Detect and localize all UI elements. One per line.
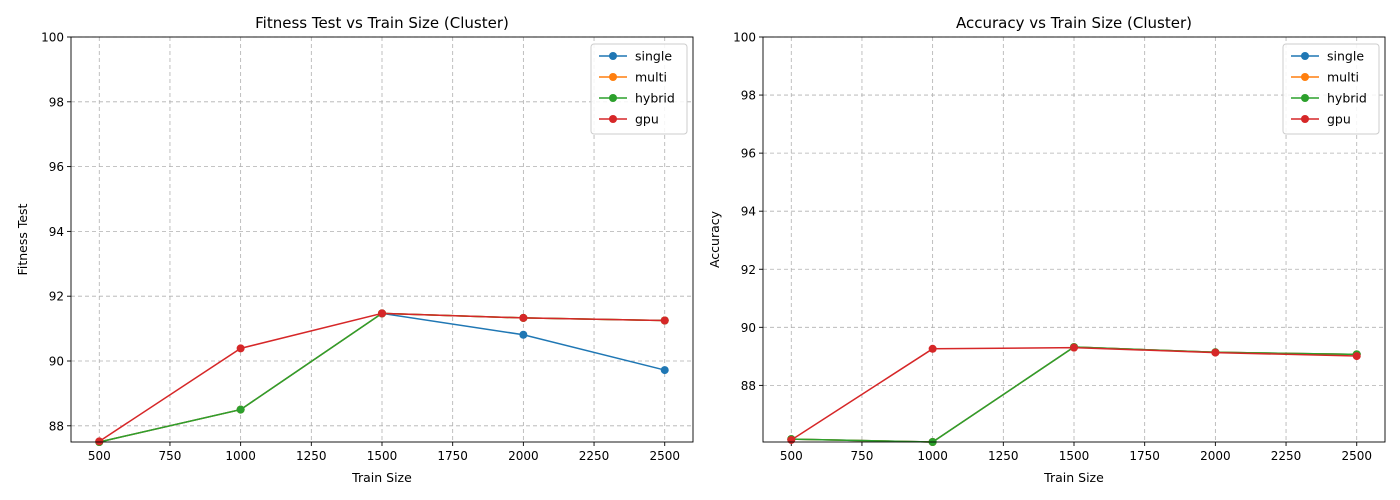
x-tick-label: 1000 (917, 449, 948, 463)
data-point-gpu (1352, 352, 1361, 361)
legend-marker-gpu (609, 115, 617, 123)
legend: single multi hybrid gpu (590, 43, 688, 135)
legend-marker-hybrid (609, 94, 617, 102)
legend-box (1282, 43, 1380, 135)
legend: single multi hybrid gpu (1282, 43, 1380, 135)
x-tick-label: 1500 (367, 449, 398, 463)
data-point-gpu (236, 344, 245, 353)
x-tick-label: 2000 (508, 449, 539, 463)
data-point-gpu (519, 313, 528, 322)
legend-box (590, 43, 688, 135)
x-tick-label: 2250 (579, 449, 610, 463)
y-tick-label: 100 (41, 31, 64, 45)
legend-label-multi: multi (635, 70, 667, 85)
chart-2: 500 750 1000 1250 1500 1750 2000 2250 2500 88 90 92… (707, 14, 1386, 485)
y-tick-label: 94 (49, 225, 64, 239)
x-tick-label: 1250 (296, 449, 327, 463)
x-tick-label: 2500 (1341, 449, 1372, 463)
legend-label-gpu: gpu (635, 112, 659, 127)
x-tick-label: 2000 (1200, 449, 1231, 463)
y-tick-label: 88 (741, 379, 756, 393)
legend-label-hybrid: hybrid (635, 91, 675, 106)
x-tick-label: 1500 (1059, 449, 1090, 463)
data-point-single (660, 366, 669, 375)
y-tick-label: 100 (733, 31, 756, 45)
y-tick-label: 90 (741, 321, 756, 335)
legend-label-multi: multi (1327, 70, 1359, 85)
x-axis-label: Train Size (1043, 470, 1104, 485)
chart-title: Accuracy vs Train Size (Cluster) (956, 14, 1192, 32)
data-point-single (519, 330, 528, 339)
data-point-gpu (660, 316, 669, 325)
legend-marker-gpu (1301, 115, 1309, 123)
x-tick-label: 1250 (988, 449, 1019, 463)
data-point-hybrid (236, 405, 245, 414)
data-point-gpu (928, 344, 937, 353)
x-axis-label: Train Size (351, 470, 412, 485)
plot-frame (762, 36, 1386, 443)
chart-1: 500 750 1000 1250 1500 1750 2000 2250 2500 88 90 92… (15, 14, 694, 485)
legend-marker-multi (1301, 73, 1309, 81)
x-tick-label: 2500 (649, 449, 680, 463)
x-tick-label: 500 (780, 449, 803, 463)
legend-label-gpu: gpu (1327, 112, 1351, 127)
y-tick-label: 94 (741, 205, 756, 219)
y-tick-label: 88 (49, 419, 64, 433)
legend-marker-hybrid (1301, 94, 1309, 102)
legend-label-single: single (635, 49, 672, 64)
x-tick-label: 500 (88, 449, 111, 463)
y-tick-label: 98 (49, 95, 64, 109)
y-tick-label: 92 (49, 290, 64, 304)
data-point-gpu (1070, 343, 1078, 352)
x-tick-label: 750 (851, 449, 874, 463)
legend-marker-single (1301, 52, 1309, 60)
legend-label-single: single (1327, 49, 1364, 64)
x-tick-label: 2250 (1271, 449, 1302, 463)
y-axis-label: Fitness Test (15, 203, 30, 275)
legend-marker-single (609, 52, 617, 60)
data-point-gpu (1211, 348, 1220, 357)
x-tick-label: 1000 (225, 449, 256, 463)
legend-label-hybrid: hybrid (1327, 91, 1367, 106)
x-tick-label: 1750 (437, 449, 468, 463)
x-tick-label: 1750 (1129, 449, 1160, 463)
data-point-gpu (787, 435, 796, 444)
y-axis-label: Accuracy (707, 210, 722, 268)
y-tick-label: 96 (741, 147, 756, 161)
y-tick-label: 96 (49, 160, 64, 174)
x-tick-label: 750 (159, 449, 182, 463)
legend-marker-multi (609, 73, 617, 81)
data-point-gpu (95, 437, 104, 446)
data-point-gpu (378, 309, 386, 318)
y-tick-label: 90 (49, 355, 64, 369)
y-tick-label: 98 (741, 89, 756, 103)
y-tick-label: 92 (741, 263, 756, 277)
plot-frame (70, 36, 694, 443)
chart-title: Fitness Test vs Train Size (Cluster) (255, 14, 509, 32)
